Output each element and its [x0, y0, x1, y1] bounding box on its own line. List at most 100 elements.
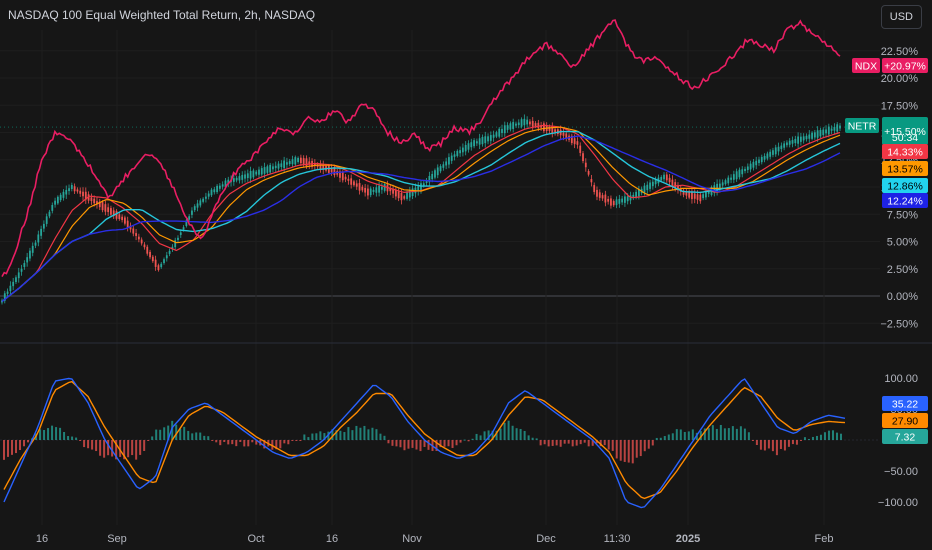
candle-body: [839, 125, 841, 129]
candle-body: [772, 150, 774, 155]
candle-body: [73, 186, 76, 192]
histogram-bar: [139, 440, 142, 455]
candle-body: [420, 183, 422, 191]
ndx-series-line: [1, 19, 841, 277]
histogram-bar: [715, 428, 718, 440]
time-tick-label: 11:30: [604, 533, 631, 545]
histogram-bar: [487, 430, 490, 440]
histogram-bar: [251, 440, 254, 443]
histogram-bar: [15, 440, 18, 454]
candle-body: [691, 191, 693, 200]
histogram-bar: [799, 440, 802, 441]
oscillator-lines: [3, 377, 846, 509]
candle-body: [598, 192, 601, 198]
histogram-bar: [559, 440, 562, 447]
candle-body: [406, 192, 408, 199]
candle-body: [213, 189, 216, 193]
price-pane[interactable]: [1, 19, 841, 305]
candle-body: [294, 157, 297, 165]
histogram-bar: [407, 440, 410, 449]
candle-body: [207, 193, 210, 197]
candle-body: [445, 161, 448, 166]
candle-body: [291, 159, 294, 165]
ndx-name-tag-bg: [852, 58, 880, 73]
histogram-bar: [495, 430, 498, 440]
candle-body: [358, 182, 361, 191]
candle-body: [515, 123, 517, 126]
candle-body: [76, 189, 79, 192]
candle-body: [467, 143, 470, 150]
candle-body: [62, 191, 65, 198]
candle-body: [540, 125, 543, 128]
candle-body: [249, 171, 252, 179]
candle-body: [668, 177, 671, 183]
candle-body: [339, 171, 341, 178]
osc-tick-label: 100.00: [884, 373, 918, 385]
histogram-bar: [443, 440, 446, 447]
histogram-bar: [195, 432, 198, 440]
candle-body: [202, 198, 205, 202]
osc-hist-tag: 7.32: [882, 429, 928, 444]
candle-body: [442, 164, 445, 168]
histogram-bar: [191, 433, 194, 440]
candle-body: [12, 281, 15, 287]
netr-name-tag-text: NETR: [848, 121, 877, 133]
candle-body: [6, 291, 9, 294]
histogram-bar: [223, 440, 226, 442]
histogram-bar: [55, 427, 58, 440]
histogram-bar: [271, 440, 274, 450]
candle-body: [98, 201, 101, 208]
candle-body: [274, 165, 277, 169]
time-tick-label: Feb: [815, 533, 834, 545]
histogram-bar: [791, 440, 794, 445]
candle-body: [90, 197, 93, 202]
oscillator-pane[interactable]: [3, 377, 846, 509]
histogram-bar: [631, 440, 634, 464]
candle-body: [607, 198, 610, 202]
candle-body: [79, 190, 82, 194]
candle-body: [786, 142, 788, 146]
currency-button[interactable]: USD: [880, 5, 922, 29]
histogram-bar: [739, 426, 742, 440]
time-tick-label: Oct: [247, 533, 264, 545]
histogram-bar: [427, 440, 430, 450]
candle-body: [816, 130, 819, 138]
candle-body: [115, 211, 118, 219]
candle-body: [523, 118, 526, 126]
candle-body: [269, 164, 272, 173]
histogram-bar: [563, 440, 566, 444]
histogram-bar: [823, 432, 826, 440]
candle-body: [464, 145, 467, 152]
histogram-bar: [471, 438, 474, 440]
histogram-bar: [227, 440, 230, 445]
histogram-bar: [447, 440, 450, 447]
price-tick-label: 0.00%: [887, 291, 918, 303]
histogram-bar: [279, 440, 282, 449]
candle-body: [593, 185, 596, 192]
candle-body: [579, 145, 582, 153]
candle-body: [744, 168, 746, 172]
histogram-bar: [363, 425, 366, 440]
histogram-bar: [515, 428, 518, 440]
histogram-bar: [163, 427, 166, 440]
histogram-bar: [467, 440, 470, 442]
candle-body: [272, 166, 274, 170]
histogram-bar: [731, 426, 734, 440]
candle-body: [685, 191, 688, 196]
candle-body: [830, 128, 833, 131]
candle-body: [434, 170, 436, 178]
histogram-bar: [607, 440, 610, 450]
time-axis[interactable]: 16 Sep Oct 16 Nov Dec 11:30 2025 Feb: [36, 533, 834, 545]
histogram-bar: [99, 440, 102, 456]
candle-body: [699, 194, 702, 202]
osc-blue-tag: 35.22: [882, 396, 928, 411]
candle-body: [341, 172, 344, 181]
candle-body: [54, 200, 56, 205]
candle-body: [378, 185, 380, 193]
histogram-bar: [327, 431, 330, 440]
candle-body: [749, 163, 752, 170]
candle-body: [160, 263, 163, 268]
candle-body: [43, 223, 45, 229]
histogram-bar: [811, 436, 814, 440]
